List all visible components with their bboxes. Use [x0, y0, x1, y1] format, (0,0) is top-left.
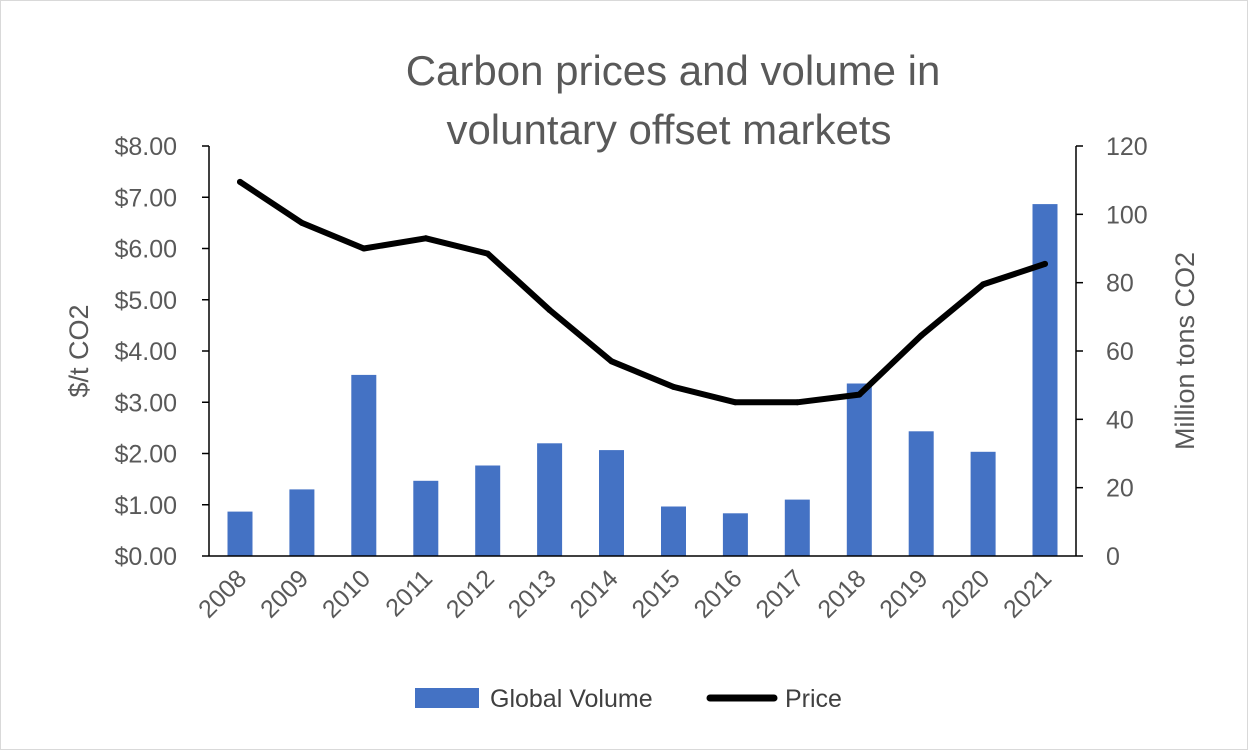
legend-swatch-volume: [415, 688, 479, 708]
y-left-tick-label: $5.00: [114, 287, 177, 315]
price-line: [237, 178, 1048, 406]
volume-bar-2019: [908, 431, 934, 556]
price-point-2019: [918, 332, 925, 339]
y-left-axis-label: $/t CO2: [64, 304, 94, 397]
price-point-2010: [360, 245, 367, 252]
volume-bar-2015: [661, 506, 686, 556]
x-tick-label-2011: 2011: [380, 564, 438, 622]
chart-axes: [202, 145, 1083, 557]
y-left-tick-label: $1.00: [114, 492, 177, 520]
x-tick-label-2013: 2013: [503, 564, 562, 623]
x-tick-label-2016: 2016: [689, 564, 748, 623]
price-point-2009: [298, 219, 305, 226]
price-point-2011: [422, 235, 429, 242]
chart-title-line-2: voluntary offset markets: [446, 106, 891, 153]
x-tick-label-2009: 2009: [255, 564, 314, 623]
volume-bar-2016: [722, 513, 748, 556]
y-left-tick-label: $7.00: [114, 184, 177, 212]
volume-bar-2017: [784, 499, 810, 556]
price-line-layer: [237, 178, 1048, 406]
y-left-tick-label: $6.00: [114, 236, 177, 264]
x-tick-label-2017: 2017: [750, 564, 809, 623]
price-point-2020: [980, 281, 987, 288]
volume-bar-2008: [227, 511, 253, 556]
y-right-tick-label: 60: [1106, 338, 1134, 366]
chart-title-line-1: Carbon prices and volume in: [406, 47, 941, 94]
x-tick-label-2018: 2018: [812, 564, 871, 623]
y-right-tick-label: 120: [1106, 133, 1148, 161]
y-left-tick-label: $8.00: [114, 133, 177, 161]
y-right-tick-label: 40: [1106, 406, 1134, 434]
price-point-2012: [484, 250, 491, 257]
volume-bar-2020: [970, 451, 996, 556]
price-point-2018: [856, 391, 863, 398]
volume-bars: [227, 204, 1058, 557]
volume-bar-2021: [1032, 204, 1058, 556]
y-right-tick-label: 80: [1106, 270, 1134, 298]
price-point-2014: [608, 358, 615, 365]
y-left-tick-label: $2.00: [114, 441, 177, 469]
y-right-tick-label: 20: [1106, 475, 1134, 503]
volume-bar-2013: [537, 443, 563, 557]
price-point-2008: [237, 178, 243, 185]
y-right-axis-label: Million tons CO2: [1170, 252, 1200, 450]
price-point-2017: [794, 399, 801, 406]
volume-bar-2010: [351, 374, 377, 556]
volume-bar-2012: [475, 465, 501, 556]
volume-bar-2014: [599, 450, 624, 556]
volume-bar-2009: [289, 489, 315, 556]
x-tick-label-2008: 2008: [193, 564, 252, 623]
x-tick-label-2021: 2021: [998, 564, 1057, 623]
y-left-tick-label: $3.00: [114, 389, 177, 417]
x-tick-label-2012: 2012: [441, 564, 500, 623]
x-tick-label-2019: 2019: [874, 564, 933, 623]
legend-label-price: Price: [785, 685, 842, 713]
x-tick-label-2014: 2014: [565, 564, 624, 623]
volume-bar-2018: [846, 383, 872, 556]
y-right-tick-label: 0: [1106, 543, 1120, 571]
legend-label-volume: Global Volume: [490, 685, 653, 713]
x-tick-label-2015: 2015: [627, 564, 686, 623]
legend: Global Volume Price: [415, 685, 842, 713]
y-right-tick-label: 100: [1106, 201, 1148, 229]
price-point-2016: [732, 399, 739, 406]
volume-bar-2011: [413, 480, 439, 556]
price-point-2021: [1042, 260, 1048, 267]
price-point-2015: [670, 383, 677, 390]
x-tick-label-2010: 2010: [317, 564, 376, 623]
price-point-2013: [546, 307, 553, 313]
x-tick-label-2020: 2020: [936, 564, 995, 623]
y-left-tick-label: $0.00: [114, 543, 177, 571]
y-left-tick-label: $4.00: [114, 338, 177, 366]
